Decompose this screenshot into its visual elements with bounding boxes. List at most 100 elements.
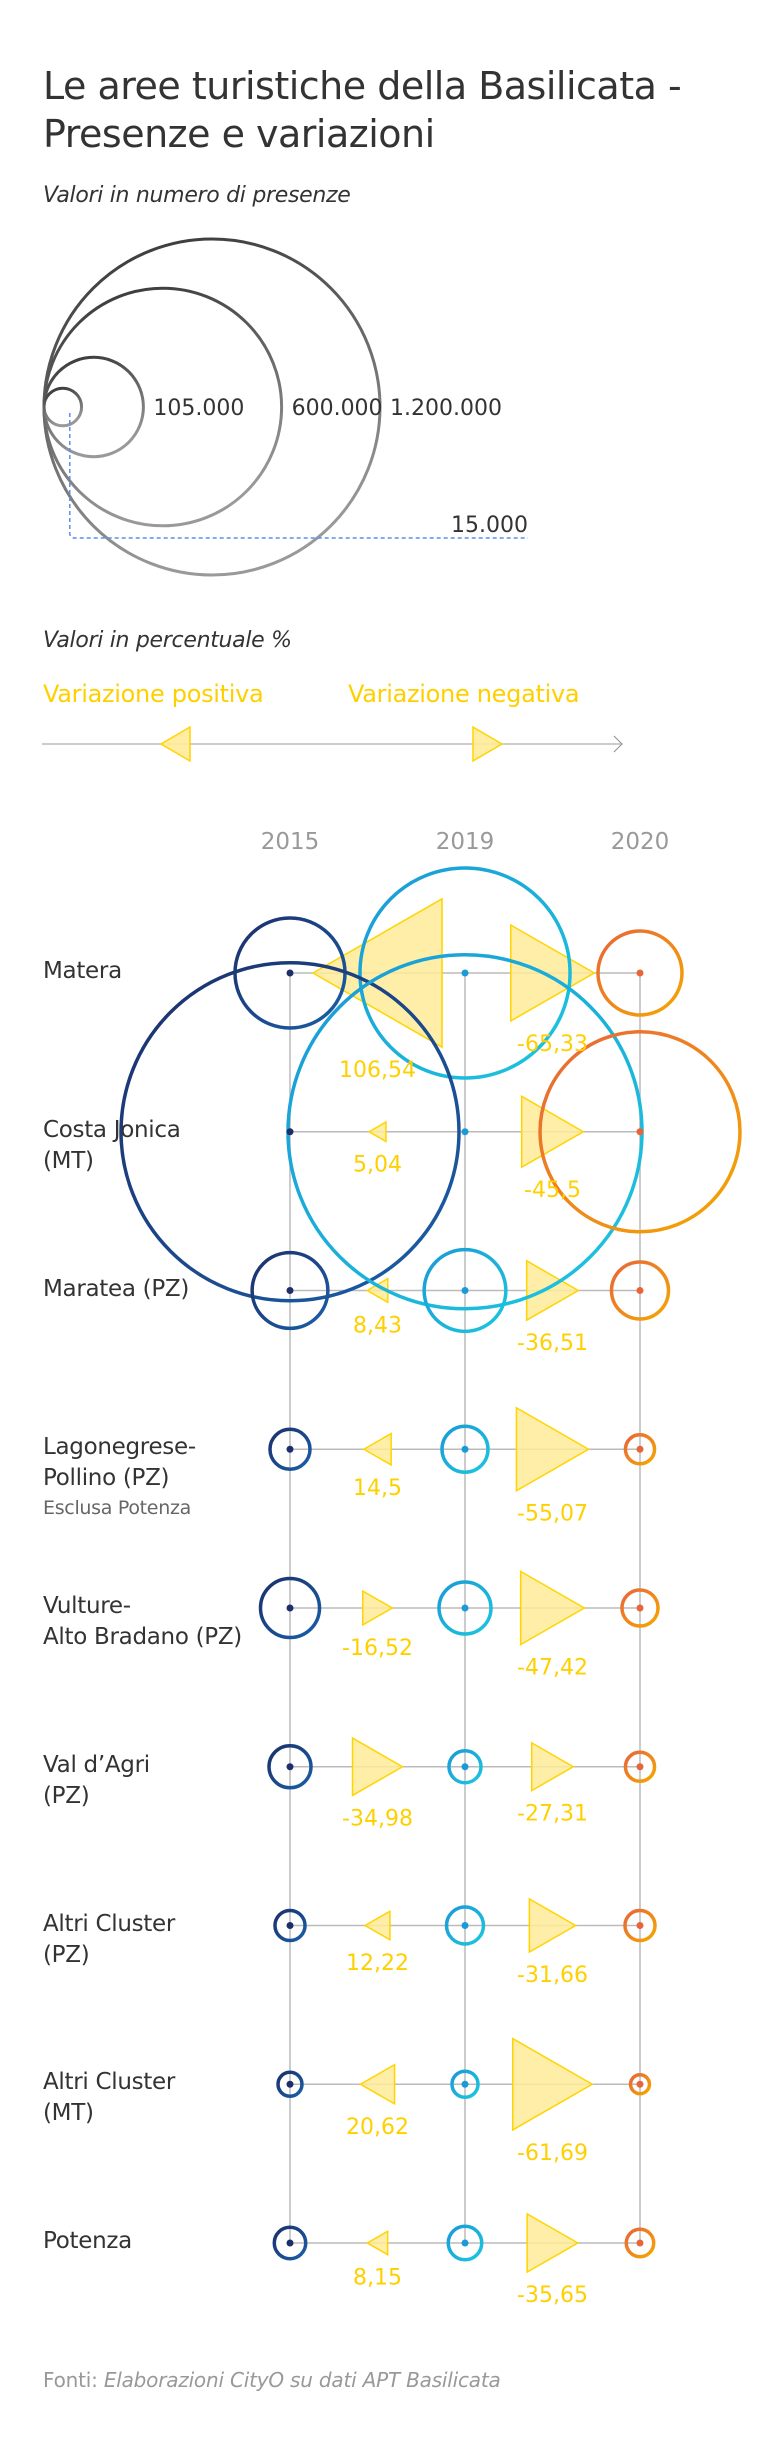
center-dots [286,969,644,2247]
legend-value-label: 15.000 [451,513,528,538]
variation-label: -31,66 [517,1963,588,1988]
center-dot [461,969,469,977]
variation-label: -35,65 [517,2283,588,2308]
year-label-2019: 2019 [436,829,495,855]
center-dot [636,1604,644,1612]
negative-variation-triangle [515,1406,591,1493]
center-dot [286,1922,294,1929]
negative-variation-triangle [525,1259,580,1322]
row-label-line: Val d’Agri [43,1751,150,1778]
center-dot [461,2080,469,2088]
row-label-line: Altri Cluster [43,2069,176,2096]
row-label: Maratea (PZ) [43,1274,189,1305]
legend-circle [42,386,84,428]
variation-label: -55,07 [517,1502,588,1527]
variation-label: 8,43 [353,1313,402,1338]
row-label-line: Alto Bradano (PZ) [43,1624,242,1650]
row-label: Lagonegrese- Pollino (PZ) Esclusa Potenza [43,1432,196,1522]
row-label: Matera [43,956,122,987]
legend-leader-line [69,413,528,539]
presence-circle-2020 [538,1030,742,1234]
presence-circles [119,866,742,2262]
center-dot [636,2080,644,2088]
variation-label: 20,62 [346,2115,409,2140]
center-dot [286,1128,294,1136]
presence-circle-2015 [267,1744,313,1790]
negative-variation-triangle [526,2212,580,2274]
presence-circle-2019 [447,1748,483,1785]
row-label: Val d’Agri (PZ) [43,1750,150,1812]
negative-variation-label: Variazione negativa [348,680,580,708]
presence-circle-2020 [623,1908,657,1943]
row-label: Costa Jonica (MT) [43,1115,181,1177]
positive-variation-label: Variazione positiva [43,680,264,708]
row-label-line: (PZ) [43,1782,90,1809]
presence-circle-2015 [272,2225,308,2261]
presence-circle-2019 [450,2069,480,2100]
presence-circle-2019 [446,2224,484,2262]
legend-value-label: 105.000 [153,396,244,421]
positive-triangle-icon [159,725,191,763]
presence-circle-2020 [628,2073,652,2096]
row-sublabel: Esclusa Potenza [43,1497,191,1520]
source-text: Elaborazioni CityO su dati APT Basilicat… [103,2368,501,2392]
row-label-line: Costa Jonica [43,1116,181,1143]
presence-circle-2020 [620,1588,660,1628]
presence-circle-2020 [609,1260,671,1321]
center-dot [286,1287,294,1294]
row-label-line: (PZ) [43,1941,90,1968]
negative-variation-triangle [351,1736,404,1797]
presence-circle-2015 [268,1427,312,1471]
size-legend: 1.200.000 600.000 105.000 15.000 [42,237,528,577]
legend-value-label: 1.200.000 [390,396,502,421]
center-dot [461,1445,469,1453]
variation-label: -34,98 [342,1806,413,1831]
variation-label: 5,04 [353,1152,402,1177]
center-dot [636,1128,644,1136]
presence-circle-2020 [623,1432,657,1466]
presence-circle-2015 [258,1576,322,1640]
arrow-head-icon [613,735,623,753]
presence-circle-2015 [119,961,461,1303]
negative-variation-triangle [519,1570,586,1646]
negative-variation-triangle [361,1589,394,1627]
row-label-line: Pollino (PZ) [43,1465,170,1492]
center-dot [461,1922,469,1929]
center-dot [636,2239,644,2247]
row-label: Altri Cluster (MT) [43,2067,175,2129]
presence-circle-2020 [624,2227,656,2259]
negative-variation-triangle [531,1741,575,1792]
negative-triangle-icon [472,725,504,763]
row-label-line: (MT) [43,1147,94,1174]
row-label: Potenza [43,2226,132,2257]
row-label-line: Maratea (PZ) [43,1275,190,1302]
row-label: Vulture- Alto Bradano (PZ) [43,1591,242,1653]
center-dot [286,969,294,977]
presence-circle-2019 [444,1905,486,1946]
center-dot [461,1604,469,1612]
source-prefix: Fonti: [43,2368,98,2392]
row-label-line: Altri Cluster [43,1910,176,1937]
presence-circle-2015 [273,1908,307,1943]
variation-label: 8,15 [353,2266,402,2291]
center-dot [461,1287,469,1294]
positive-variation-triangle [365,2230,389,2256]
chart-title: Le aree turistiche della Basilicata - Pr… [43,64,682,156]
size-legend-title: Valori in numero di presenze [43,183,351,208]
presence-circle-2020 [596,929,684,1017]
legend-value-label: 600.000 [292,396,383,421]
center-dot [286,1445,294,1453]
variation-labels: 106,54 -65,33 5,04 -45,5 8,43 -36,51 14,5 -55,0… [339,1032,588,2308]
row-label-line: Potenza [43,2228,132,2254]
center-dot [461,1763,469,1771]
presence-circle-2015 [250,1250,330,1331]
variation-label: -61,69 [517,2141,588,2166]
row-label-line: Lagonegrese- [43,1434,196,1461]
center-dot [286,1763,294,1771]
positive-variation-triangle [362,1432,392,1467]
presence-circle-2019 [358,866,572,1080]
presence-circle-2019 [440,1424,490,1475]
pct-legend [42,725,623,763]
legend-circle [42,355,145,459]
center-dot [636,1922,644,1929]
